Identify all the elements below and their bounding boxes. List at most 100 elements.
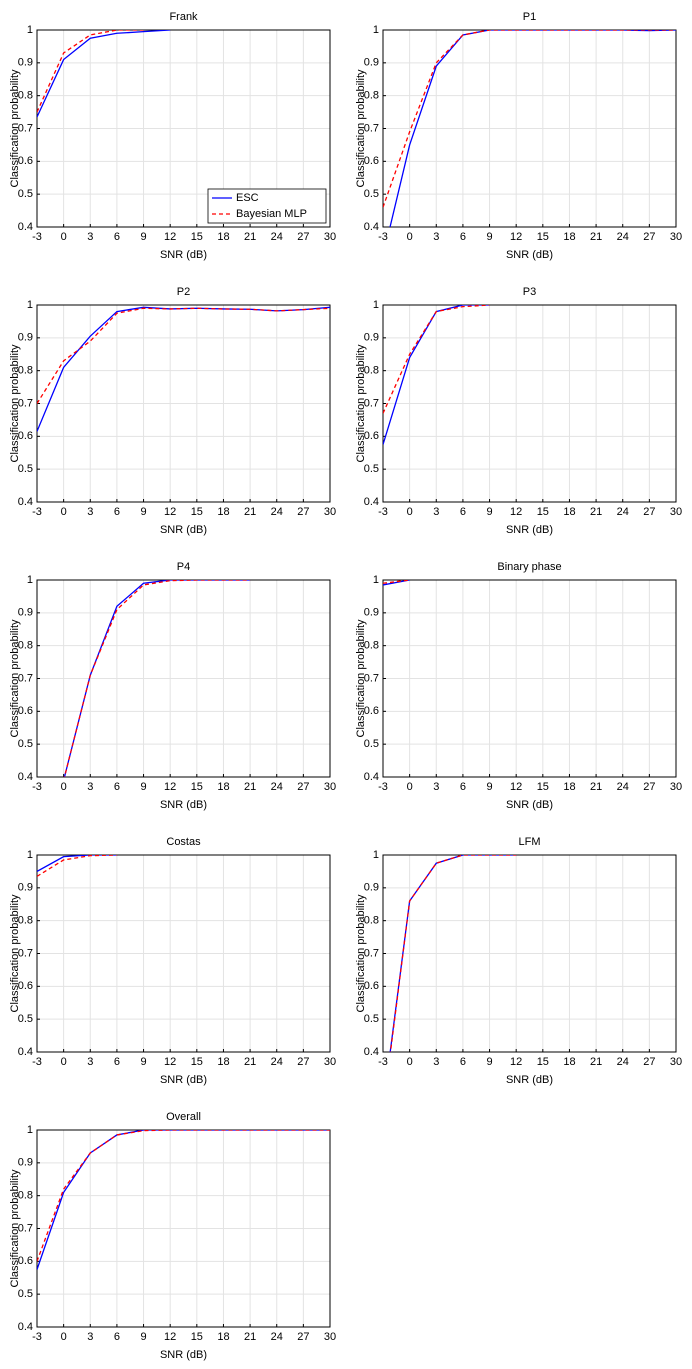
- y-axis-label: Classification probability: [9, 619, 21, 737]
- panel: 0.4 0.5 0.6 0.7 0.8 0.9 1 -3 0 3 6 9 12 15 18 21 24 27 30 C…: [9, 836, 336, 1086]
- lines: [383, 305, 490, 445]
- panel: 0.4 0.5 0.6 0.7 0.8 0.9 1 -3 0 3 6 9 12 15 18 21 24 27 30 F…: [9, 11, 336, 261]
- x-tick-label: 27: [297, 781, 309, 793]
- y-tick-label: 0.8: [364, 640, 379, 652]
- y-tick-label: 0.9: [18, 882, 33, 894]
- x-axis-label: SNR (dB): [160, 249, 207, 261]
- y-tick-label: 1: [373, 299, 379, 311]
- y-axis-label: Classification probability: [355, 619, 367, 737]
- chart-title: P3: [523, 286, 536, 298]
- x-axis-label: SNR (dB): [506, 799, 553, 811]
- x-tick-label: -3: [378, 781, 388, 793]
- y-tick-label: 0.5: [18, 188, 33, 200]
- y-tick-label: 0.7: [18, 122, 33, 134]
- chart-title: P1: [523, 11, 536, 23]
- lines: [37, 855, 117, 877]
- x-tick-label: 15: [191, 506, 203, 518]
- y-tick-label: 0.4: [364, 1046, 379, 1058]
- x-tick-label: 0: [61, 781, 67, 793]
- x-tick-label: 27: [643, 506, 655, 518]
- y-tick-label: 0.6: [18, 1255, 33, 1267]
- y-tick-label: 0.9: [364, 882, 379, 894]
- y-tick-label: 0.5: [18, 1013, 33, 1025]
- x-tick-label: 6: [114, 1331, 120, 1343]
- panel: 0.4 0.5 0.6 0.7 0.8 0.9 1 -3 0 3 6 9 12 15 18 21 24 27 30 B…: [355, 561, 682, 811]
- series-line: [389, 855, 517, 1052]
- x-tick-label: 27: [643, 781, 655, 793]
- x-tick-label: 15: [191, 1331, 203, 1343]
- y-tick-label: 0.4: [18, 496, 33, 508]
- x-axis-label: SNR (dB): [506, 249, 553, 261]
- y-tick-label: 1: [27, 299, 33, 311]
- x-tick-label: 12: [510, 231, 522, 243]
- x-tick-label: 15: [537, 506, 549, 518]
- y-tick-label: 0.4: [364, 496, 379, 508]
- chart-title: Binary phase: [497, 561, 561, 573]
- x-tick-label: -3: [32, 506, 42, 518]
- x-axis-label: SNR (dB): [160, 524, 207, 536]
- x-tick-label: 9: [140, 1056, 146, 1068]
- series-line: [37, 307, 330, 404]
- x-tick-label: 0: [61, 1056, 67, 1068]
- x-tick-label: 30: [670, 781, 682, 793]
- series-line: [37, 30, 144, 113]
- y-tick-label: 0.7: [18, 1222, 33, 1234]
- x-tick-label: -3: [32, 1331, 42, 1343]
- y-tick-label: 0.6: [18, 980, 33, 992]
- y-tick-label: 1: [27, 1124, 33, 1136]
- x-tick-label: -3: [378, 1056, 388, 1068]
- y-tick-label: 0.9: [364, 607, 379, 619]
- x-tick-label: 30: [324, 231, 336, 243]
- x-tick-label: 21: [590, 781, 602, 793]
- x-tick-label: 21: [590, 1056, 602, 1068]
- x-tick-label: 30: [670, 231, 682, 243]
- x-tick-label: 9: [486, 231, 492, 243]
- x-tick-label: 24: [617, 1056, 629, 1068]
- axes-box: [382, 854, 677, 1053]
- x-tick-label: 21: [244, 1056, 256, 1068]
- series-line: [63, 580, 251, 777]
- axes-box: [382, 304, 677, 503]
- x-tick-label: -3: [32, 1056, 42, 1068]
- x-tick-label: 12: [164, 781, 176, 793]
- x-tick-label: 24: [271, 1056, 283, 1068]
- y-axis-label: Classification probability: [9, 69, 21, 187]
- x-tick-label: 18: [217, 506, 229, 518]
- legend-label: ESC: [236, 192, 259, 204]
- series-line: [37, 1130, 330, 1262]
- y-tick-label: 0.9: [364, 332, 379, 344]
- y-tick-label: 0.8: [364, 365, 379, 377]
- x-tick-label: 27: [297, 231, 309, 243]
- lines: [383, 580, 410, 586]
- y-tick-label: 0.7: [364, 122, 379, 134]
- y-tick-label: 0.8: [18, 365, 33, 377]
- y-tick-label: 0.9: [18, 1157, 33, 1169]
- y-tick-label: 0.4: [18, 221, 33, 233]
- x-tick-label: 0: [61, 506, 67, 518]
- y-tick-label: 0.9: [364, 57, 379, 69]
- lines: [63, 580, 251, 777]
- x-tick-label: 15: [537, 781, 549, 793]
- x-tick-label: 18: [217, 781, 229, 793]
- y-axis-label: Classification probability: [355, 344, 367, 462]
- y-tick-label: 0.5: [364, 463, 379, 475]
- y-axis-label: Classification probability: [9, 894, 21, 1012]
- y-tick-label: 0.6: [364, 980, 379, 992]
- x-tick-label: 30: [670, 506, 682, 518]
- panel: 0.4 0.5 0.6 0.7 0.8 0.9 1 -3 0 3 6 9 12 15 18 21 24 27 30 L…: [355, 836, 682, 1086]
- x-tick-label: 15: [537, 1056, 549, 1068]
- y-tick-label: 0.4: [18, 771, 33, 783]
- x-tick-label: 30: [324, 506, 336, 518]
- x-tick-label: -3: [378, 231, 388, 243]
- x-tick-label: 0: [407, 781, 413, 793]
- y-axis-label: Classification probability: [9, 1169, 21, 1287]
- x-axis-label: SNR (dB): [160, 1349, 207, 1361]
- x-tick-label: 12: [164, 1331, 176, 1343]
- y-tick-label: 0.7: [364, 672, 379, 684]
- x-tick-label: 27: [297, 1056, 309, 1068]
- x-tick-label: 9: [140, 231, 146, 243]
- y-tick-label: 0.4: [364, 771, 379, 783]
- x-tick-label: 15: [191, 1056, 203, 1068]
- x-tick-label: 21: [244, 1331, 256, 1343]
